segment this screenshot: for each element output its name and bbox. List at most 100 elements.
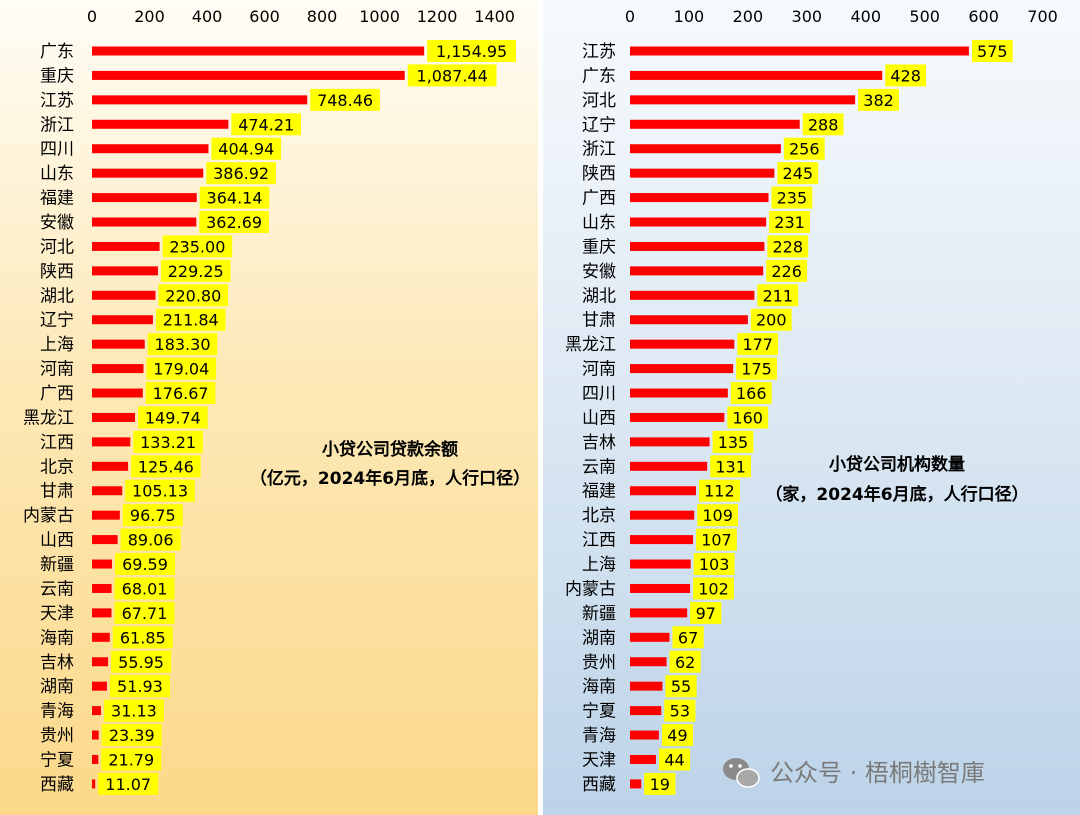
data-label: 229.25 xyxy=(168,262,224,281)
category-label: 安徽 xyxy=(40,213,74,233)
data-label-background xyxy=(407,64,497,87)
category-label: 新疆 xyxy=(40,555,74,575)
category-label: 浙江 xyxy=(40,115,74,135)
bar xyxy=(92,95,308,105)
data-label-background xyxy=(120,528,181,551)
bar xyxy=(630,266,764,276)
data-label: 575 xyxy=(977,42,1008,61)
chart-title: 小贷公司机构数量 xyxy=(829,454,965,475)
bar xyxy=(630,657,667,667)
category-label: 青海 xyxy=(40,702,74,722)
x-tick-label: 200 xyxy=(134,7,165,26)
data-label: 1,154.95 xyxy=(436,42,507,61)
data-label-background xyxy=(885,64,927,87)
category-label: 江苏 xyxy=(40,91,74,111)
data-label: 135 xyxy=(718,433,749,452)
bar xyxy=(630,315,748,325)
data-label-background xyxy=(783,137,825,160)
bar xyxy=(92,70,405,80)
bar xyxy=(92,168,204,178)
chart-subtitle: （家，2024年6月底，人行口径） xyxy=(765,484,1028,505)
data-label-background xyxy=(661,724,694,747)
bar xyxy=(92,486,123,496)
bar xyxy=(92,706,101,716)
category-label: 云南 xyxy=(40,579,74,599)
data-label-background xyxy=(858,88,899,111)
category-label: 四川 xyxy=(582,384,616,404)
bar xyxy=(92,46,425,56)
data-label: 89.06 xyxy=(128,531,174,550)
bar xyxy=(630,168,775,178)
category-label: 海南 xyxy=(40,628,74,648)
bar xyxy=(92,681,107,691)
bar xyxy=(92,608,112,618)
data-label: 62 xyxy=(675,653,695,672)
bar xyxy=(92,632,110,642)
x-tick-label: 500 xyxy=(909,7,940,26)
data-label-background xyxy=(115,553,176,576)
category-label: 内蒙古 xyxy=(23,506,74,526)
bar xyxy=(92,217,197,227)
data-label: 107 xyxy=(701,531,732,550)
category-label: 宁夏 xyxy=(582,702,616,722)
data-label-background xyxy=(730,382,772,405)
data-label-background xyxy=(147,333,218,356)
data-label-background xyxy=(138,406,208,429)
data-label: 125.46 xyxy=(138,457,194,476)
bar xyxy=(630,193,769,203)
category-label: 黑龙江 xyxy=(565,335,616,355)
bar xyxy=(630,608,688,618)
data-label: 49 xyxy=(667,726,687,745)
data-label: 69.59 xyxy=(122,555,168,574)
bar xyxy=(630,46,969,56)
data-label: 183.30 xyxy=(155,335,211,354)
data-label-background xyxy=(750,308,792,331)
x-tick-label: 600 xyxy=(968,7,999,26)
data-label: 149.74 xyxy=(145,408,201,427)
data-label-background xyxy=(690,601,722,624)
category-label: 吉林 xyxy=(582,433,616,453)
bar xyxy=(630,510,695,520)
data-label-background xyxy=(98,772,159,795)
category-label: 青海 xyxy=(582,726,616,746)
category-label: 重庆 xyxy=(582,237,616,257)
data-label: 31.13 xyxy=(111,702,157,721)
bar xyxy=(92,437,131,447)
data-label-background xyxy=(665,675,697,698)
x-tick-label: 1400 xyxy=(474,7,515,26)
data-label: 211 xyxy=(762,286,793,305)
data-label: 61.85 xyxy=(120,628,166,647)
data-label: 177 xyxy=(742,335,773,354)
data-label-background xyxy=(145,382,216,405)
bar xyxy=(92,559,113,569)
data-label-background xyxy=(109,675,170,698)
category-label: 湖南 xyxy=(40,677,74,697)
data-label: 44 xyxy=(664,750,684,769)
data-label-background xyxy=(802,113,844,136)
data-label-background xyxy=(693,577,734,600)
bar xyxy=(92,754,99,764)
bar xyxy=(630,119,800,129)
data-label: 55.95 xyxy=(118,653,164,672)
data-label-background xyxy=(767,235,809,258)
loan-balance-chart: 0 200 400 600 800 1000 1200 1400 广东 1,154.95 重庆 1,0… xyxy=(23,7,530,795)
category-label: 浙江 xyxy=(582,140,616,160)
category-label: 江苏 xyxy=(582,42,616,62)
category-label: 福建 xyxy=(582,482,616,502)
bar xyxy=(630,583,691,593)
category-label: 河南 xyxy=(40,360,74,380)
data-label-background xyxy=(971,40,1013,62)
data-label-background xyxy=(131,455,201,478)
data-label: 11.07 xyxy=(105,775,151,794)
x-tick-label: 400 xyxy=(850,7,881,26)
data-label: 256 xyxy=(789,140,820,159)
data-label: 19 xyxy=(650,775,670,794)
data-label: 748.46 xyxy=(317,91,373,110)
bar xyxy=(630,437,710,447)
data-label-background xyxy=(658,748,691,771)
bar xyxy=(92,412,136,422)
bar xyxy=(630,70,883,80)
data-label: 67.71 xyxy=(122,604,168,623)
bar xyxy=(92,388,143,398)
category-label: 山东 xyxy=(582,213,616,233)
